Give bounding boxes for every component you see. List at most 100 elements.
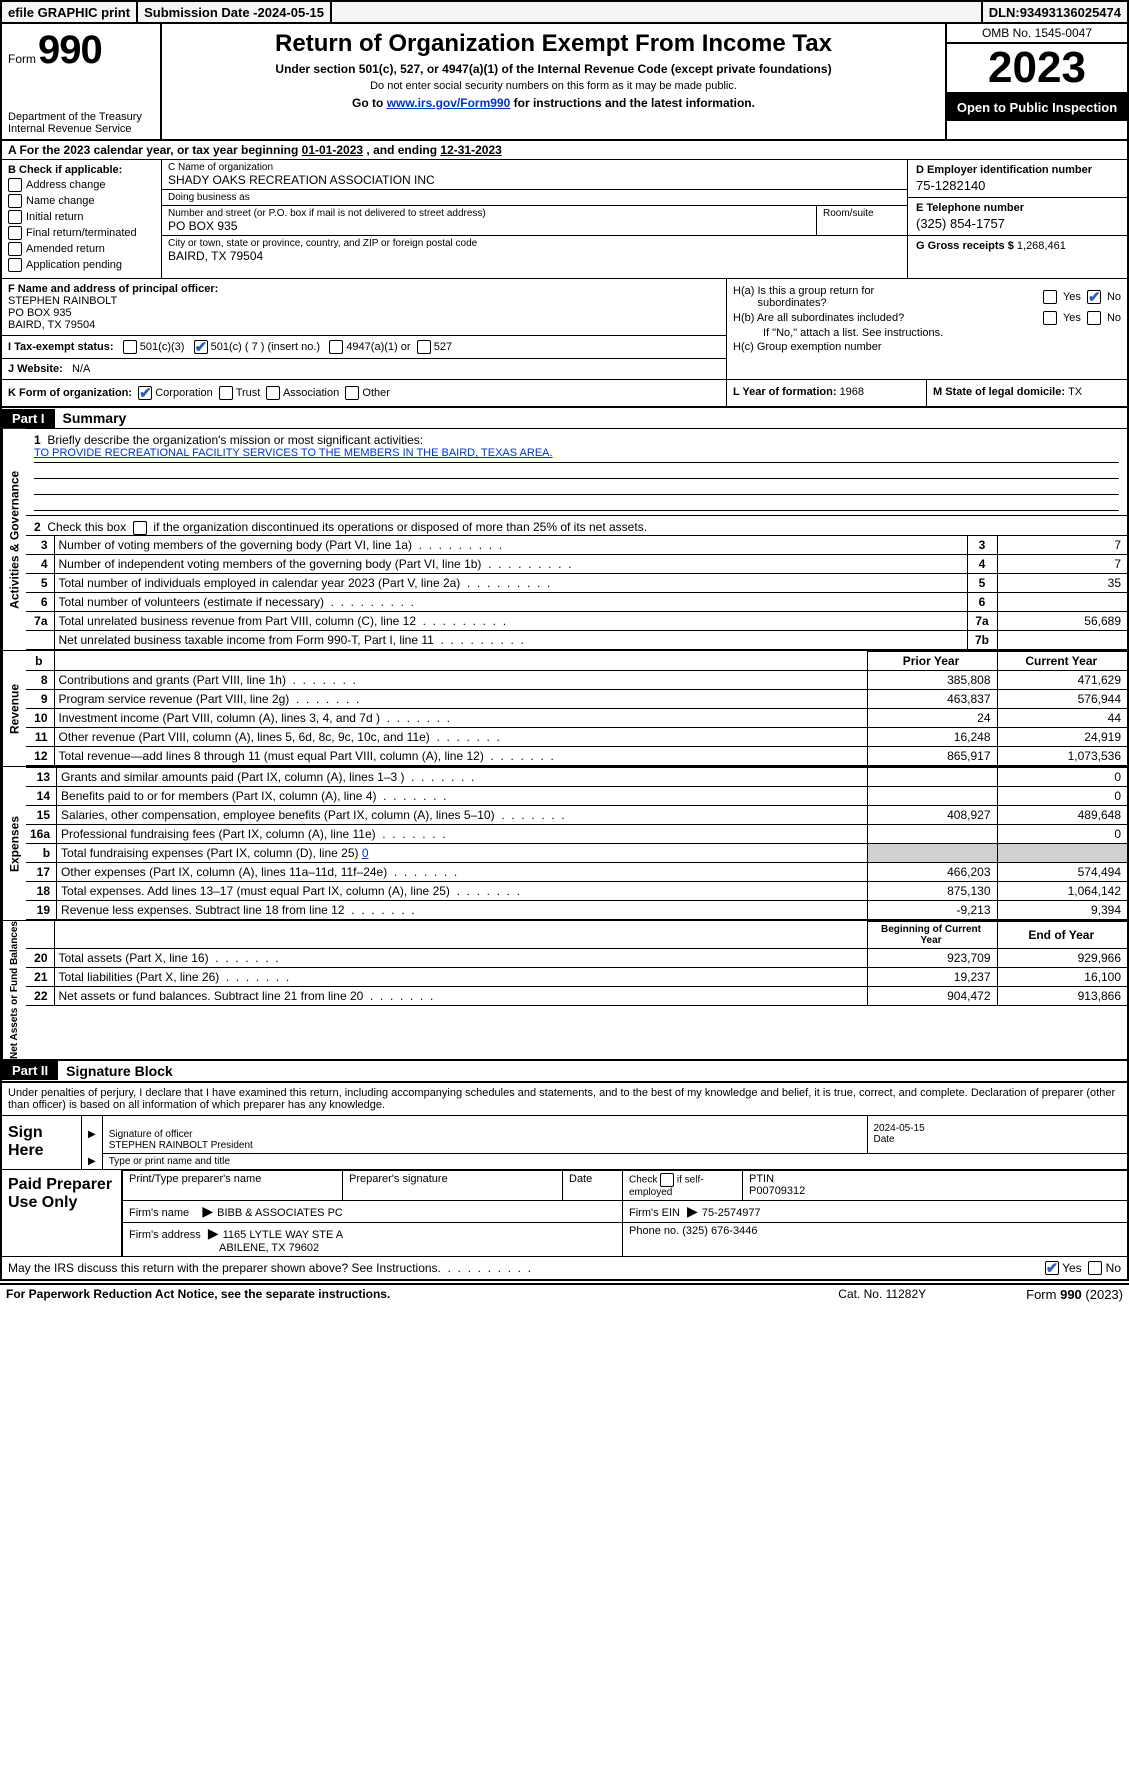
col-fij: F Name and address of principal officer:… — [2, 279, 727, 379]
here-word: Here — [8, 1142, 75, 1160]
gross-value: 1,268,461 — [1017, 240, 1066, 252]
gov-vlabel: Activities & Governance — [2, 429, 26, 650]
org-name: SHADY OAKS RECREATION ASSOCIATION INC — [168, 173, 901, 187]
i-label: I Tax-exempt status: — [8, 341, 114, 353]
i-opt1: 501(c)(3) — [140, 341, 185, 353]
street-value: PO BOX 935 — [168, 219, 810, 233]
cb-address-change[interactable] — [8, 178, 22, 192]
cb-discontinued[interactable] — [133, 521, 147, 535]
cb-trust[interactable] — [219, 386, 233, 400]
prep-sig-label: Preparer's signature — [343, 1170, 563, 1200]
col-h: H(a) Is this a group return for subordin… — [727, 279, 1127, 379]
cb-discuss-yes[interactable] — [1045, 1261, 1059, 1275]
j-website: J Website: N/A — [2, 359, 726, 379]
footer-990: 990 — [1060, 1287, 1082, 1302]
subtitle-1: Under section 501(c), 527, or 4947(a)(1)… — [172, 62, 935, 76]
mission-line2 — [34, 463, 1119, 479]
footer-right: Form 990 (2023) — [1026, 1287, 1123, 1302]
hdr-curr: Current Year — [997, 651, 1127, 670]
rev-table: bPrior YearCurrent Year 8Contributions a… — [26, 651, 1127, 766]
firm-addr2: ABILENE, TX 79602 — [219, 1242, 319, 1254]
firm-ein: 75-2574977 — [702, 1207, 761, 1219]
cb-final-return[interactable] — [8, 226, 22, 240]
klm-row: K Form of organization: Corporation Trus… — [2, 379, 1127, 406]
cb-name-change[interactable] — [8, 194, 22, 208]
paid-preparer: Paid Preparer Use Only Print/Type prepar… — [2, 1169, 1127, 1256]
paid-left-label: Paid Preparer Use Only — [2, 1170, 122, 1256]
officer-name: STEPHEN RAINBOLT — [8, 295, 117, 307]
section-fijh: F Name and address of principal officer:… — [2, 278, 1127, 379]
f-officer: F Name and address of principal officer:… — [2, 279, 726, 336]
cb-501c[interactable] — [194, 340, 208, 354]
b-opt-5: Application pending — [26, 259, 122, 271]
part-ii-header: Part II Signature Block — [2, 1059, 1127, 1081]
k-other: Other — [362, 387, 390, 399]
rev-vlabel: Revenue — [2, 651, 26, 766]
gross-label: G Gross receipts $ — [916, 240, 1017, 252]
line-a: A For the 2023 calendar year, or tax yea… — [2, 139, 1127, 159]
omb-number: OMB No. 1545-0047 — [947, 24, 1127, 44]
sign-date: 2024-05-15 — [874, 1123, 1122, 1134]
exp-section: Expenses 13Grants and similar amounts pa… — [2, 766, 1127, 920]
b-opt-3: Final return/terminated — [26, 227, 137, 239]
net-table: Beginning of Current YearEnd of Year 20T… — [26, 921, 1127, 1006]
cb-amended-return[interactable] — [8, 242, 22, 256]
discuss-no: No — [1106, 1261, 1121, 1275]
top-bar: efile GRAPHIC print Submission Date - 20… — [0, 0, 1129, 24]
type-name-label: Type or print name and title — [102, 1153, 1127, 1169]
open-to-public: Open to Public Inspection — [947, 94, 1127, 121]
cb-other[interactable] — [345, 386, 359, 400]
f-label: F Name and address of principal officer: — [8, 283, 218, 295]
k-assoc: Association — [283, 387, 339, 399]
goto-post: for instructions and the latest informat… — [514, 96, 755, 110]
part-i-badge: Part I — [2, 409, 55, 428]
cb-hb-no[interactable] — [1087, 311, 1101, 325]
cb-initial-return[interactable] — [8, 210, 22, 224]
subtitle-2: Do not enter social security numbers on … — [172, 80, 935, 92]
cb-self-emp[interactable] — [660, 1173, 674, 1187]
footer-mid: Cat. No. 11282Y — [838, 1287, 926, 1302]
mission-text: TO PROVIDE RECREATIONAL FACILITY SERVICE… — [34, 447, 1119, 463]
cb-527[interactable] — [417, 340, 431, 354]
cb-hb-yes[interactable] — [1043, 311, 1057, 325]
ha-line1: H(a) Is this a group return for — [733, 285, 874, 297]
sign-word: Sign — [8, 1124, 75, 1142]
ptin-value: P00709312 — [749, 1185, 1121, 1197]
prep-date-label: Date — [563, 1170, 623, 1200]
hb-label: H(b) Are all subordinates included? — [733, 312, 1043, 324]
firm-addr-label: Firm's address — [129, 1229, 201, 1241]
l-year: L Year of formation: 1968 — [727, 380, 927, 406]
date-label: Date — [874, 1134, 1122, 1145]
line2-text: Check this box if the organization disco… — [47, 520, 647, 534]
line-a-pre: A For the 2023 calendar year, or tax yea… — [8, 143, 302, 157]
cb-ha-no[interactable] — [1087, 290, 1101, 304]
hb-no: No — [1107, 312, 1121, 324]
cb-ha-yes[interactable] — [1043, 290, 1057, 304]
footer-form-word: Form — [1026, 1287, 1060, 1302]
cb-501c3[interactable] — [123, 340, 137, 354]
cb-discuss-no[interactable] — [1088, 1261, 1102, 1275]
goto-pre: Go to — [352, 96, 387, 110]
l-value: 1968 — [840, 386, 864, 398]
b-opt-4: Amended return — [26, 243, 105, 255]
i-opt4: 527 — [434, 341, 452, 353]
part-ii-badge: Part II — [2, 1061, 58, 1080]
net-section: Net Assets or Fund Balances Beginning of… — [2, 920, 1127, 1059]
b-opt-0: Address change — [26, 179, 106, 191]
officer-street: PO BOX 935 — [8, 307, 72, 319]
cb-app-pending[interactable] — [8, 258, 22, 272]
mission-line4 — [34, 495, 1119, 511]
hdr-end: End of Year — [997, 921, 1127, 948]
cb-4947[interactable] — [329, 340, 343, 354]
discuss-row: May the IRS discuss this return with the… — [2, 1256, 1127, 1279]
cb-assoc[interactable] — [266, 386, 280, 400]
phone-label: E Telephone number — [916, 202, 1119, 214]
i-tax-status: I Tax-exempt status: 501(c)(3) 501(c) ( … — [2, 336, 726, 359]
exp-vlabel: Expenses — [2, 767, 26, 920]
cb-corp[interactable] — [138, 386, 152, 400]
form-header: Form 990 Department of the Treasury Inte… — [2, 24, 1127, 139]
m-label: M State of legal domicile: — [933, 386, 1068, 398]
subtitle-3: Go to www.irs.gov/Form990 for instructio… — [172, 96, 935, 110]
gov-section: Activities & Governance 1 Briefly descri… — [2, 428, 1127, 650]
irs-link[interactable]: www.irs.gov/Form990 — [387, 96, 511, 110]
